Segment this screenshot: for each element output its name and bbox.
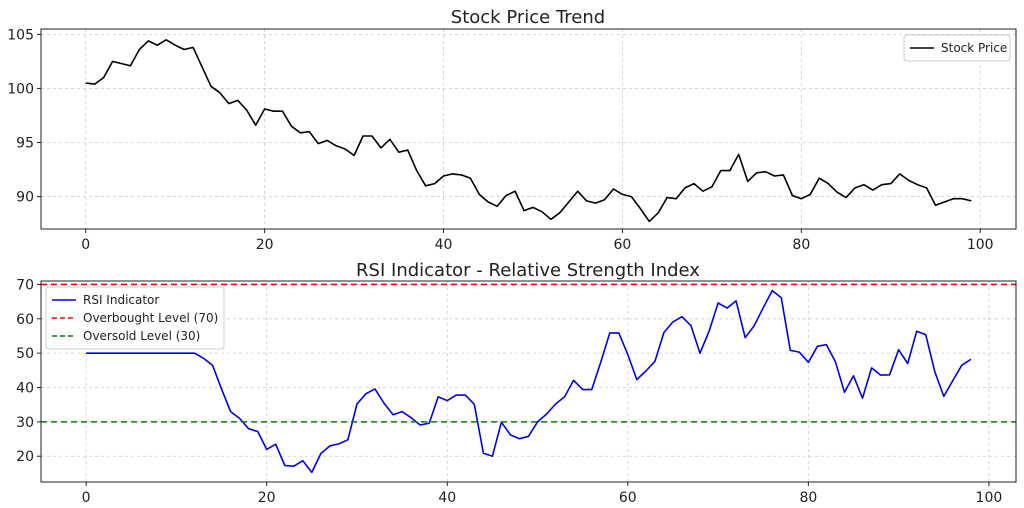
rsi-y-tick-label: 70 bbox=[16, 277, 34, 293]
price-chart-legend: Stock Price bbox=[903, 34, 1011, 62]
price-y-tick-label: 105 bbox=[7, 27, 34, 43]
rsi-x-tick-label: 100 bbox=[976, 490, 1003, 506]
price-chart-title: Stock Price Trend bbox=[451, 7, 605, 28]
price-x-tick-label: 0 bbox=[81, 237, 90, 253]
price-x-tick-label: 40 bbox=[435, 237, 453, 253]
rsi-chart-title: RSI Indicator - Relative Strength Index bbox=[356, 260, 700, 281]
rsi-x-tick-label: 60 bbox=[619, 490, 637, 506]
price-y-tick-label: 100 bbox=[7, 81, 34, 97]
price-legend-box bbox=[903, 34, 1011, 62]
oversold-level-30-legend-label: Oversold Level (30) bbox=[83, 329, 200, 343]
rsi-y-tick-label: 20 bbox=[16, 449, 34, 465]
rsi-y-tick-label: 50 bbox=[16, 346, 34, 362]
price-y-tick-label: 90 bbox=[16, 190, 34, 206]
price-chart-ticks: 0 20 40 60 80 100 90 95 100 105 bbox=[7, 27, 993, 253]
rsi-y-tick-label: 40 bbox=[16, 381, 34, 397]
rsi-x-tick-label: 80 bbox=[799, 490, 817, 506]
price-chart-plot-area bbox=[40, 28, 1017, 230]
rsi-x-tick-label: 40 bbox=[438, 490, 456, 506]
price-chart-series bbox=[85, 38, 972, 223]
rsi-x-tick-label: 20 bbox=[258, 490, 276, 506]
price-x-tick-label: 100 bbox=[967, 237, 994, 253]
rsi-indicator-line bbox=[86, 289, 972, 474]
stock-price-line bbox=[85, 38, 972, 223]
price-x-tick-label: 80 bbox=[792, 237, 810, 253]
rsi-chart-legend: RSI Indicator Overbought Level (70) Overso… bbox=[45, 286, 225, 350]
overbought-level-70-legend-label: Overbought Level (70) bbox=[83, 311, 218, 325]
rsi-chart-series bbox=[41, 283, 1016, 474]
price-x-tick-label: 60 bbox=[614, 237, 632, 253]
price-chart-grid bbox=[41, 29, 1016, 229]
rsi-indicator-legend-label: RSI Indicator bbox=[83, 293, 159, 307]
price-x-tick-label: 20 bbox=[256, 237, 274, 253]
rsi-y-tick-label: 60 bbox=[16, 312, 34, 328]
rsi-chart-ticks: 0 20 40 60 80 100 20 30 40 50 60 70 bbox=[16, 277, 1002, 506]
rsi-legend-box bbox=[45, 286, 225, 350]
rsi-y-tick-label: 30 bbox=[16, 415, 34, 431]
stock-price-legend-label: Stock Price bbox=[941, 41, 1007, 55]
rsi-chart-plot-area bbox=[40, 280, 1017, 483]
price-y-tick-label: 95 bbox=[16, 136, 34, 152]
rsi-x-tick-label: 0 bbox=[82, 490, 91, 506]
